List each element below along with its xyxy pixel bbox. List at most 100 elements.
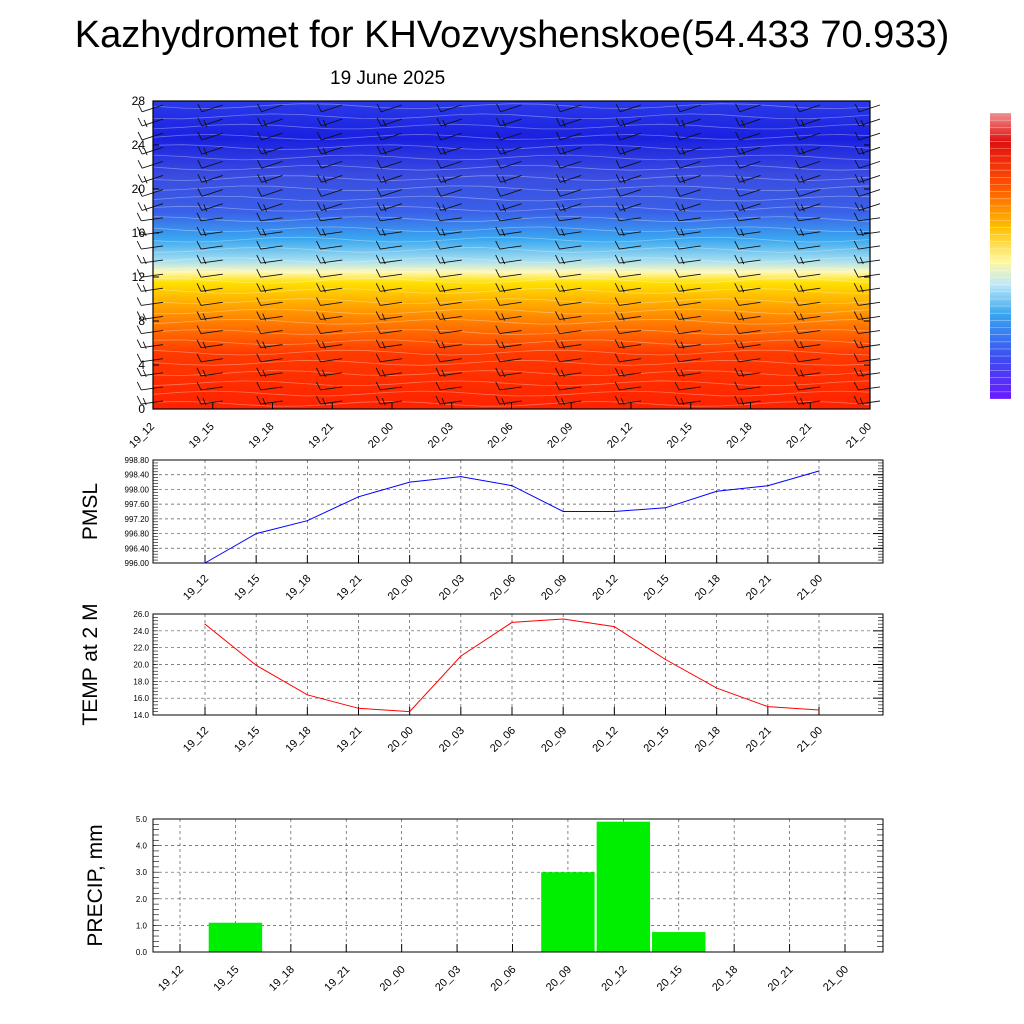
wind-barb <box>559 386 582 391</box>
wind-barb-flag <box>614 297 620 306</box>
wind-barb-flag <box>197 117 203 127</box>
wind-barb <box>738 259 761 264</box>
wind-barb <box>738 273 761 278</box>
wind-barb-flag <box>375 297 381 306</box>
wind-barb <box>679 146 701 155</box>
wind-barb <box>141 217 164 222</box>
wind-barb <box>380 146 403 155</box>
wind-barb-flag <box>853 226 859 236</box>
plot-frame <box>152 613 884 716</box>
pmsl-data-point <box>562 510 564 513</box>
wind-barb-flag <box>501 369 506 378</box>
wind-barb-flag <box>495 367 501 377</box>
wind-barb-flag <box>555 145 561 155</box>
wind-barb <box>799 118 821 127</box>
wind-barb <box>141 315 164 320</box>
wind-barb <box>559 358 582 363</box>
wind-barb-flag <box>256 339 262 348</box>
wind-barb-flag <box>614 226 620 236</box>
wind-barb-flag <box>614 325 620 334</box>
wind-barb-flag <box>734 254 740 264</box>
contour-line <box>152 370 871 376</box>
wind-barb <box>619 231 642 236</box>
wind-barb <box>260 287 283 292</box>
wind-barb-flag <box>316 188 322 197</box>
contour-line <box>152 298 871 304</box>
wind-barb <box>499 231 522 236</box>
wind-barb-flag <box>859 228 864 237</box>
wind-barb-flag <box>741 119 745 128</box>
precip-bar <box>208 922 263 952</box>
wind-barb-flag <box>502 176 506 184</box>
wind-barb <box>440 160 462 169</box>
wind-barb-flag <box>137 145 143 155</box>
wind-barb-flag <box>735 202 740 211</box>
wind-barb <box>439 273 462 278</box>
wind-barb-flag <box>256 311 262 320</box>
wind-barb <box>380 231 403 236</box>
x-tick-label: 20_18 <box>710 964 740 994</box>
wind-barb-flag <box>794 240 799 250</box>
pmsl-data-point <box>357 496 360 498</box>
wind-barb-flag <box>495 269 501 278</box>
wind-barb <box>619 146 642 155</box>
wind-barb <box>260 400 283 405</box>
wind-barb <box>798 330 821 335</box>
wind-barb <box>200 259 223 264</box>
wind-barb-flag <box>854 131 860 141</box>
y-tick-label: 998.40 <box>125 471 150 480</box>
contour-line <box>152 133 871 140</box>
wind-barb-flag <box>136 226 142 236</box>
wind-barb <box>141 287 164 292</box>
wind-barb <box>320 358 343 363</box>
wind-barb-flag <box>800 119 805 128</box>
wind-barb <box>440 104 462 113</box>
wind-barb-flag <box>495 311 501 320</box>
wind-barb <box>260 217 283 222</box>
wind-barb-flag <box>674 212 680 222</box>
wind-barb-flag <box>376 145 382 155</box>
wind-barb-flag <box>496 145 501 155</box>
wind-barb-flag <box>136 212 142 222</box>
wind-barb-flag <box>136 353 142 362</box>
wind-barb-flag <box>740 228 745 237</box>
wind-barb <box>619 118 642 127</box>
wind-barb-flag <box>435 353 441 362</box>
temp-data-point <box>357 707 360 709</box>
wind-barb <box>798 358 821 363</box>
wind-barb-flag <box>435 269 441 278</box>
wind-barb-flag <box>381 397 386 406</box>
temp-data-point <box>511 621 513 624</box>
wind-barb-flag <box>256 226 262 236</box>
wind-barb-flag <box>436 103 442 112</box>
wind-barb-flag <box>614 240 620 250</box>
wind-barb <box>320 344 343 349</box>
x-tick-label: 20_03 <box>426 421 456 451</box>
wind-barb-flag <box>853 395 859 405</box>
wind-barb <box>678 315 701 320</box>
contour-line <box>152 113 871 120</box>
y-tick-label: 14.0 <box>133 711 149 720</box>
y-tick-label: 997.60 <box>125 500 150 509</box>
wind-barb <box>499 287 522 292</box>
wind-barb <box>798 217 821 222</box>
wind-barb-flag <box>734 212 740 222</box>
wind-barb-flag <box>794 117 800 127</box>
wind-barb-flag <box>262 228 267 237</box>
wind-barb <box>798 372 821 377</box>
wind-barb <box>858 301 881 306</box>
wind-barb-flag <box>555 202 561 211</box>
wind-barb-flag <box>137 103 143 112</box>
wind-barb <box>619 400 642 405</box>
wind-barb <box>678 259 701 264</box>
wind-barb-flag <box>800 341 804 349</box>
x-tick-label: 19_15 <box>211 964 241 994</box>
wind-barb-flag <box>137 131 143 141</box>
wind-barb-flag <box>681 176 686 184</box>
wind-barb <box>559 301 582 306</box>
wind-barb-flag <box>256 325 262 334</box>
wind-barb-flag <box>614 254 620 264</box>
wind-barb-flag <box>555 159 561 169</box>
wind-barb <box>439 386 462 391</box>
x-tick-label: 20_18 <box>725 421 755 451</box>
